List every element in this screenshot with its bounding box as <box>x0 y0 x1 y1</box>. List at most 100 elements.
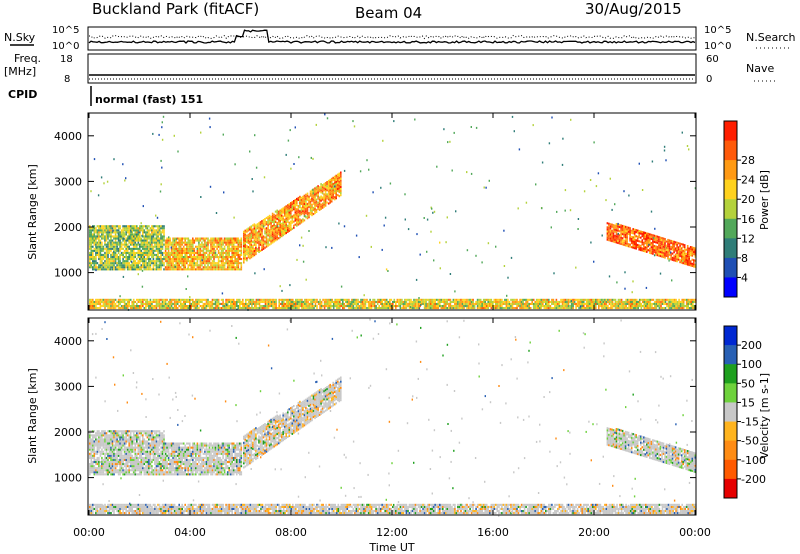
xtick-label: 00:00 <box>679 526 711 539</box>
colorbar-tick-label: 28 <box>741 154 755 167</box>
colorbar-tick-label: 12 <box>741 232 755 245</box>
freq-label-line1: Freq. <box>14 52 41 65</box>
echo-region-echo-03-06 <box>164 442 243 476</box>
velocity-panel: 1000 2000 3000 4000 Slant Range [km] 200 100… <box>26 113 771 554</box>
power-colorbar-label: Power [dB] <box>758 170 771 230</box>
power-data-layer <box>89 113 697 311</box>
power-y-axis: 1000 2000 3000 4000 <box>54 130 696 280</box>
colorbar-swatch <box>724 421 737 442</box>
colorbar-tick-label: -200 <box>741 473 766 486</box>
freq-panel: Freq. [MHz] 18 8 60 0 Nave <box>4 52 776 85</box>
colorbar-tick-label: 100 <box>741 358 762 371</box>
nsky-tick-top: 10^5 <box>52 25 79 36</box>
colorbar-swatch <box>724 238 737 259</box>
freq-tick-bot: 8 <box>64 74 70 85</box>
colorbar-tick-label: 4 <box>741 271 748 284</box>
colorbar-swatch <box>724 478 737 499</box>
colorbar-tick-label: 16 <box>741 213 755 226</box>
power-ylabel: Slant Range [km] <box>26 164 39 260</box>
nave-tick-top: 60 <box>706 54 719 65</box>
colorbar-swatch <box>724 121 737 142</box>
colorbar-swatch <box>724 383 737 403</box>
colorbar-swatch <box>724 257 737 278</box>
colorbar-tick-label: 24 <box>741 174 755 187</box>
xtick-label: 04:00 <box>174 526 206 539</box>
ytick-label: 1000 <box>54 267 82 280</box>
echo-region-echo-03-06 <box>164 237 243 271</box>
xtick-label: 20:00 <box>578 526 610 539</box>
freq-tick-top: 18 <box>60 54 73 65</box>
colorbar-swatch <box>724 140 737 161</box>
velocity-colorbar-label: Velocity [m s-1] <box>758 373 771 459</box>
colorbar-swatch <box>724 326 737 346</box>
power-colorbar: 4 8 12 16 20 24 28 <box>723 120 755 298</box>
nsky-frame <box>87 26 697 51</box>
colorbar-tick-label: 8 <box>741 252 748 265</box>
xtick-label: 16:00 <box>477 526 509 539</box>
colorbar-swatch <box>724 440 737 461</box>
colorbar-swatch <box>724 459 737 480</box>
colorbar-swatch <box>724 218 737 239</box>
colorbar-tick-label: -50 <box>741 435 759 448</box>
xtick-label: 08:00 <box>275 526 307 539</box>
colorbar-swatch <box>724 364 737 384</box>
ytick-label: 3000 <box>54 175 82 188</box>
colorbar-swatch <box>724 277 737 298</box>
echo-region-ground-scatter <box>89 503 697 515</box>
echo-region-echo-06-10 <box>243 171 342 264</box>
colorbar-tick-label: 200 <box>741 339 762 352</box>
ytick-label: 3000 <box>54 380 82 393</box>
echo-region-ground-scatter <box>89 298 697 310</box>
velocity-ylabel: Slant Range [km] <box>26 368 39 464</box>
station-title: Buckland Park (fitACF) <box>92 0 259 18</box>
echo-region-echo-00-03 <box>89 225 165 271</box>
nsearch-label: N.Search <box>746 31 796 44</box>
nsky-label: N.Sky <box>4 31 36 44</box>
power-frame <box>87 112 697 311</box>
time-x-axis: 00:00 04:00 08:00 12:00 16:00 20:00 00:00 <box>73 113 711 539</box>
nsky-panel: N.Sky 10^5 10^0 10^5 10^0 N.Search <box>4 25 796 52</box>
nsearch-tick-bot: 10^0 <box>704 41 731 52</box>
freq-frame <box>87 53 697 84</box>
echo-region-echo-21-24 <box>606 427 697 473</box>
colorbar-tick-label: 20 <box>741 193 755 206</box>
nave-tick-bot: 0 <box>706 74 712 85</box>
nsearch-tick-top: 10^5 <box>704 25 731 36</box>
nsky-trace <box>88 29 696 44</box>
echo-region-echo-06-10 <box>243 376 342 469</box>
colorbar-swatch <box>724 402 737 423</box>
ytick-label: 4000 <box>54 130 82 143</box>
velocity-y-axis: 1000 2000 3000 4000 <box>54 335 696 485</box>
beam-title: Beam 04 <box>355 4 422 22</box>
power-panel: 1000 2000 3000 4000 Slant Range [km] 4 8 12 16… <box>26 112 771 311</box>
time-xlabel: Time UT <box>368 541 414 554</box>
echo-region-echo-00-03 <box>89 430 165 476</box>
ytick-label: 2000 <box>54 426 82 439</box>
colorbar-tick-label: -15 <box>741 416 759 429</box>
scattered-echoes <box>91 318 693 517</box>
ytick-label: 4000 <box>54 335 82 348</box>
velocity-data-layer <box>89 318 697 517</box>
velocity-colorbar: 200 100 50 15 -15 -50 -100 -200 <box>723 325 766 499</box>
ytick-label: 1000 <box>54 472 82 485</box>
nave-label: Nave <box>746 62 774 75</box>
colorbar-tick-label: -100 <box>741 454 766 467</box>
colorbar-tick-label: 50 <box>741 377 755 390</box>
colorbar-swatch <box>724 160 737 181</box>
ytick-label: 2000 <box>54 221 82 234</box>
scattered-echoes <box>90 113 697 311</box>
xtick-label: 12:00 <box>376 526 408 539</box>
date-title: 30/Aug/2015 <box>585 0 682 18</box>
xtick-label: 00:00 <box>73 526 105 539</box>
colorbar-swatch <box>724 179 737 200</box>
cpid-label: CPID <box>8 88 37 101</box>
cpid-panel: CPID normal (fast) 151 <box>8 86 203 106</box>
cpid-value: normal (fast) 151 <box>95 93 203 106</box>
colorbar-tick-label: 15 <box>741 396 755 409</box>
colorbar-swatch <box>724 199 737 220</box>
nsky-tick-bot: 10^0 <box>52 41 79 52</box>
freq-label-line2: [MHz] <box>4 65 36 78</box>
velocity-frame <box>87 317 697 516</box>
colorbar-swatch <box>724 345 737 365</box>
